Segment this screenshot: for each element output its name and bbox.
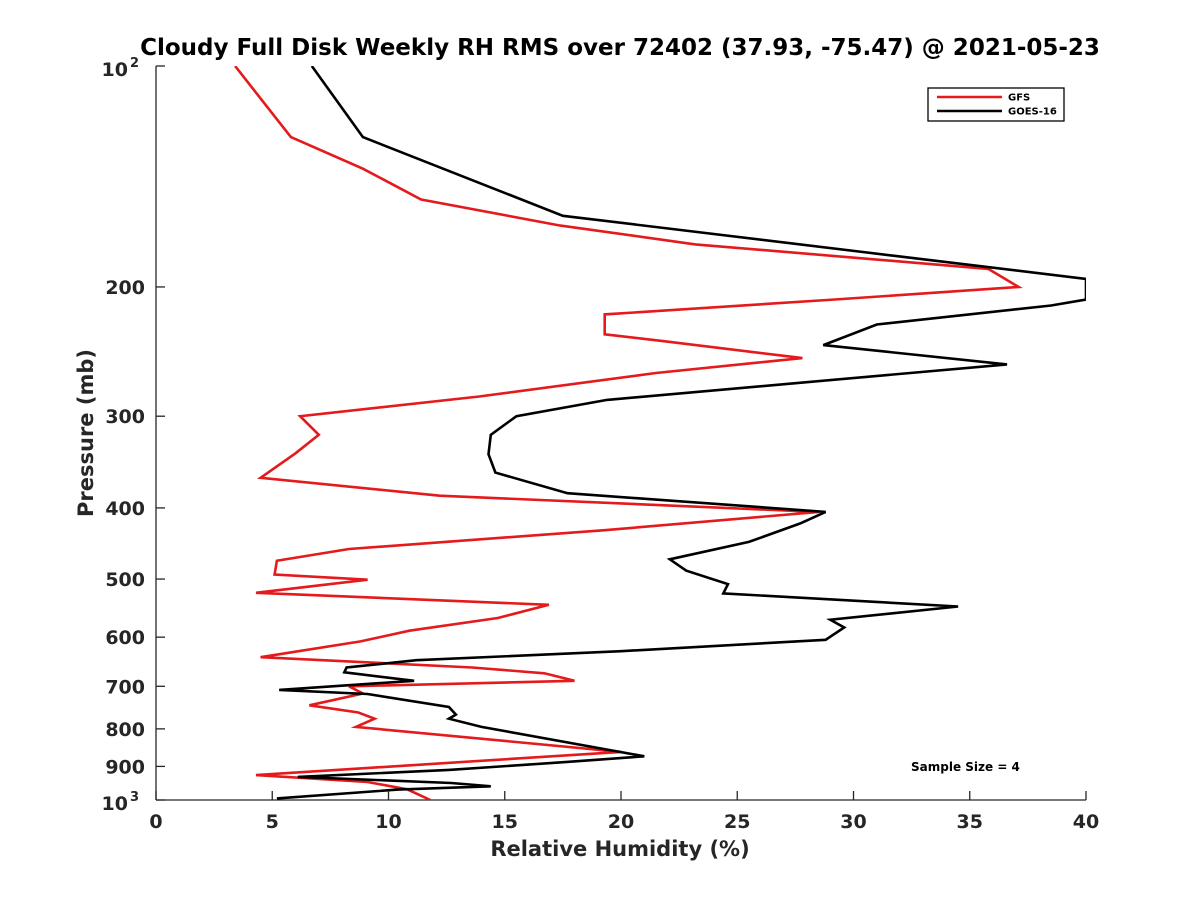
legend-label: GFS — [1008, 93, 1030, 104]
x-axis-label: Relative Humidity (%) — [490, 837, 749, 861]
x-tick-label: 20 — [608, 811, 634, 833]
x-tick-label: 40 — [1073, 811, 1099, 833]
x-axis-ticks: 0 5 10 15 20 25 30 35 40 — [149, 791, 1099, 833]
y-tick-label: 10 — [102, 793, 128, 815]
y-tick-label: 10 — [102, 59, 128, 81]
legend-label: GOES-16 — [1008, 107, 1057, 118]
x-tick-label: 25 — [724, 811, 750, 833]
y-tick-label: 300 — [105, 406, 145, 428]
y-tick-label: 500 — [105, 569, 145, 591]
y-tick-label: 400 — [105, 498, 145, 520]
x-tick-label: 15 — [492, 811, 518, 833]
chart-title: Cloudy Full Disk Weekly RH RMS over 7240… — [140, 35, 1100, 61]
legend: GFS GOES-16 — [927, 87, 1065, 122]
y-tick-label: 700 — [105, 676, 145, 698]
y-tick-label: 900 — [105, 756, 145, 778]
y-axis-label: Pressure (mb) — [74, 349, 98, 517]
y-tick-exponent: 3 — [130, 790, 139, 805]
series-line-goes-16 — [276, 66, 1086, 800]
series-layer — [234, 66, 1086, 800]
x-tick-label: 30 — [840, 811, 866, 833]
y-tick-exponent: 2 — [130, 56, 139, 71]
y-tick-base: 10 — [102, 793, 128, 815]
y-tick-label: 800 — [105, 719, 145, 741]
y-tick-base: 10 — [102, 59, 128, 81]
legend-box — [927, 87, 1065, 122]
series-line-gfs — [234, 66, 1023, 800]
sample-size-annotation: Sample Size = 4 — [911, 760, 1020, 774]
x-tick-label: 10 — [375, 811, 401, 833]
y-tick-label: 200 — [105, 277, 145, 299]
x-tick-label: 5 — [266, 811, 279, 833]
x-tick-label: 35 — [957, 811, 983, 833]
y-tick-label: 600 — [105, 627, 145, 649]
x-tick-label: 0 — [149, 811, 162, 833]
